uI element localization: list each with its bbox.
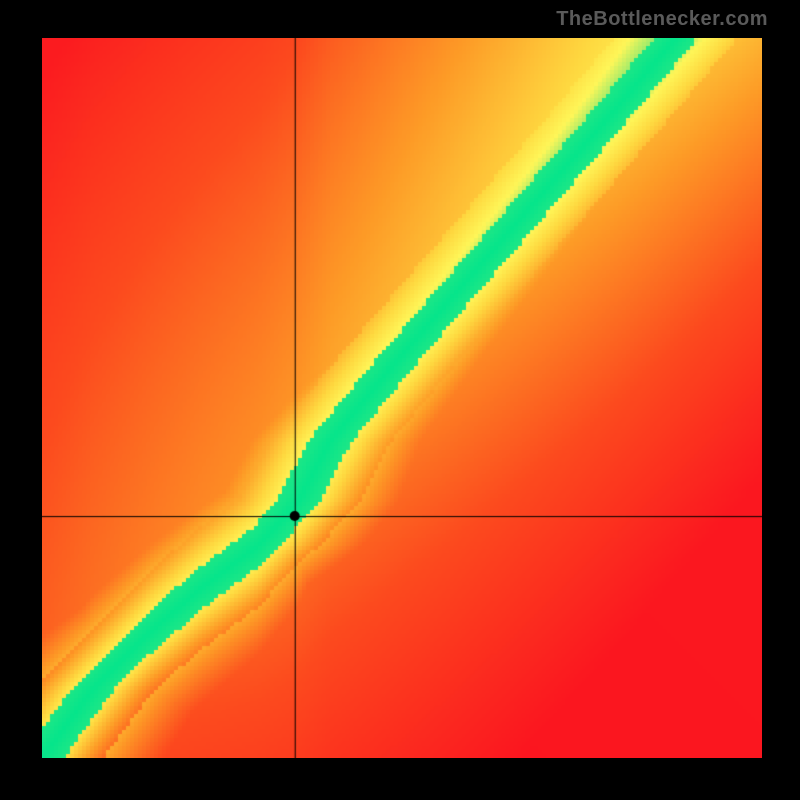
heatmap-chart	[42, 38, 762, 758]
watermark-text: TheBottlenecker.com	[556, 8, 768, 31]
heatmap-canvas	[42, 38, 762, 758]
